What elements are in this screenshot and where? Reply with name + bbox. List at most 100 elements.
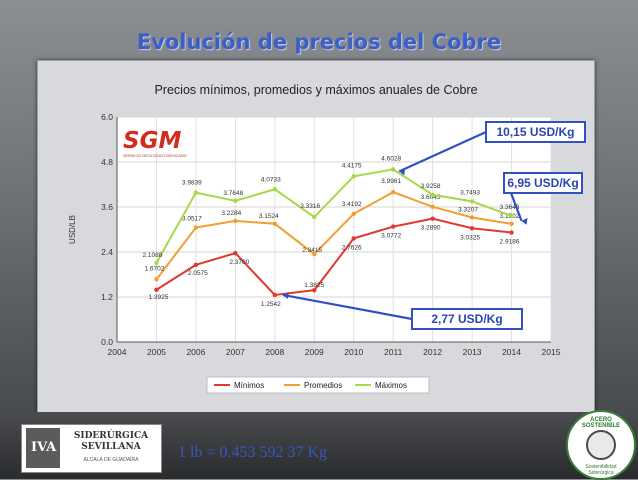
callout-text-2: 2,77 USD/Kg bbox=[431, 312, 502, 326]
callout-arrow-0 bbox=[398, 130, 487, 173]
logo-name: SIDERÚRGICA SEVILLANA bbox=[64, 431, 158, 453]
data-label-0-1: 2.0575 bbox=[188, 270, 208, 277]
data-point-0-5 bbox=[351, 236, 356, 241]
chart-panel: Precios mínimos, promedios y máximos anu… bbox=[37, 60, 595, 414]
chart-title: Precios mínimos, promedios y máximos anu… bbox=[154, 83, 477, 97]
data-label-0-0: 1.3925 bbox=[148, 294, 168, 301]
data-label-2-4: 3.3316 bbox=[300, 203, 320, 210]
data-point-2-4 bbox=[312, 214, 317, 220]
logo-subtitle: ALCALÁ DE GUADAÍRA bbox=[83, 457, 139, 463]
data-label-1-7: 3.6045 bbox=[421, 194, 441, 201]
x-tick-label: 2009 bbox=[305, 347, 324, 357]
data-label-1-1: 3.0517 bbox=[182, 216, 202, 223]
data-label-1-4: 2.3415 bbox=[302, 247, 322, 254]
data-point-1-1 bbox=[193, 225, 199, 230]
sgm-logo-text: SGM bbox=[123, 128, 181, 154]
logo-mark-text: IVA bbox=[31, 440, 57, 455]
data-label-0-9: 2.9186 bbox=[500, 239, 520, 246]
series-line-2 bbox=[155, 168, 512, 264]
data-point-2-1 bbox=[193, 190, 199, 195]
logo-mark: IVA bbox=[26, 428, 60, 468]
x-tick-label: 2013 bbox=[463, 347, 482, 357]
callout-arrow-2 bbox=[282, 293, 413, 321]
x-tick-label: 2015 bbox=[542, 347, 561, 357]
data-label-2-8: 3.7493 bbox=[460, 189, 480, 196]
seal-bottom-text: Sostenibilidad Siderúrgica bbox=[585, 464, 617, 476]
data-label-1-2: 3.2284 bbox=[221, 210, 241, 217]
legend-entry-0: Mínimos bbox=[234, 381, 264, 390]
x-tick-label: 2010 bbox=[344, 347, 363, 357]
data-point-0-2 bbox=[233, 250, 238, 256]
data-point-2-9 bbox=[509, 213, 514, 219]
data-label-1-5: 3.4192 bbox=[342, 201, 362, 208]
y-tick-label: 3.6 bbox=[101, 202, 113, 212]
x-tick-label: 2005 bbox=[147, 347, 166, 357]
legend-entry-1: Promedios bbox=[304, 381, 342, 390]
callout-box-0 bbox=[485, 121, 586, 143]
seal-ring-icon bbox=[586, 430, 616, 460]
x-tick-label: 2014 bbox=[502, 347, 521, 357]
data-point-0-9 bbox=[509, 230, 514, 235]
y-tick-label: 6.0 bbox=[101, 112, 113, 122]
x-tick-label: 2007 bbox=[226, 347, 245, 357]
y-tick-label: 0.0 bbox=[101, 337, 113, 347]
data-label-0-5: 2.7626 bbox=[342, 244, 362, 251]
logo-line2: SEVILLANA bbox=[81, 442, 141, 452]
data-label-2-6: 4.6028 bbox=[381, 155, 401, 162]
x-tick-label: 2008 bbox=[265, 347, 284, 357]
series-line-0 bbox=[155, 217, 512, 297]
callout-box-1 bbox=[503, 172, 583, 194]
copper-price-chart: Precios mínimos, promedios y máximos anu… bbox=[68, 83, 586, 394]
x-tick-label: 2006 bbox=[186, 347, 205, 357]
slide-title: Evolución de precios del Cobre bbox=[136, 30, 502, 54]
data-label-2-1: 3.9839 bbox=[182, 180, 202, 187]
data-label-0-8: 3.0325 bbox=[460, 234, 480, 241]
data-point-1-7 bbox=[430, 204, 435, 210]
data-point-1-8 bbox=[469, 215, 475, 220]
legend-box bbox=[206, 376, 430, 394]
callout-text-0: 10,15 USD/Kg bbox=[496, 125, 574, 139]
y-tick-label: 2.4 bbox=[101, 247, 113, 257]
callout-box-2 bbox=[411, 308, 523, 330]
data-point-0-8 bbox=[469, 226, 475, 231]
x-tick-label: 2012 bbox=[423, 347, 442, 357]
data-label-2-7: 3.9258 bbox=[421, 183, 441, 190]
data-point-0-7 bbox=[430, 216, 435, 221]
data-label-2-9: 3.3643 bbox=[500, 204, 520, 211]
data-point-0-1 bbox=[193, 262, 199, 268]
data-point-1-9 bbox=[509, 221, 514, 227]
callout-arrowhead-2 bbox=[282, 291, 289, 299]
data-label-1-0: 1.6702 bbox=[144, 265, 164, 272]
acero-sostenible-seal: ACERO SOSTENIBLE Sostenibilidad Siderúrg… bbox=[566, 410, 636, 480]
callout-text-1: 6,95 USD/Kg bbox=[507, 176, 578, 190]
data-label-1-8: 3.3207 bbox=[458, 206, 478, 213]
data-point-0-4 bbox=[312, 287, 317, 293]
sgm-logo-caption: SERVICIO GEOLÓGICO MEXICANO bbox=[123, 153, 187, 158]
data-point-2-7 bbox=[430, 192, 435, 197]
data-label-2-3: 4.0733 bbox=[261, 176, 281, 183]
data-label-1-6: 3.9961 bbox=[381, 178, 401, 185]
y-tick-label: 1.2 bbox=[101, 292, 113, 302]
logo-line1: SIDERÚRGICA bbox=[73, 431, 149, 441]
data-label-2-5: 4.4175 bbox=[342, 162, 362, 169]
series-line-1 bbox=[155, 191, 512, 280]
data-point-1-5 bbox=[351, 211, 356, 216]
data-point-2-6 bbox=[390, 167, 396, 172]
data-label-1-3: 3.1524 bbox=[259, 213, 279, 220]
data-point-2-3 bbox=[272, 187, 278, 192]
legend-entry-2: Máximos bbox=[375, 381, 407, 390]
data-point-1-2 bbox=[233, 218, 238, 224]
unit-conversion-note: 1 lb = 0.453 592 37 Kg bbox=[178, 444, 328, 461]
data-label-2-0: 2.1088 bbox=[142, 252, 162, 259]
seal-top-text: ACERO SOSTENIBLE bbox=[581, 417, 621, 429]
data-point-2-5 bbox=[351, 174, 356, 179]
data-point-1-4 bbox=[312, 251, 317, 257]
y-tick-label: 4.8 bbox=[101, 157, 113, 167]
x-tick-label: 2004 bbox=[108, 347, 127, 357]
callout-arrowhead-0 bbox=[399, 168, 406, 176]
data-point-0-0 bbox=[154, 287, 159, 292]
data-point-2-2 bbox=[233, 198, 238, 204]
siderurgica-sevillana-logo: IVA SIDERÚRGICA SEVILLANA ALCALÁ DE GUAD… bbox=[21, 424, 162, 473]
data-point-1-3 bbox=[272, 221, 278, 226]
data-label-0-7: 3.2890 bbox=[421, 225, 441, 232]
